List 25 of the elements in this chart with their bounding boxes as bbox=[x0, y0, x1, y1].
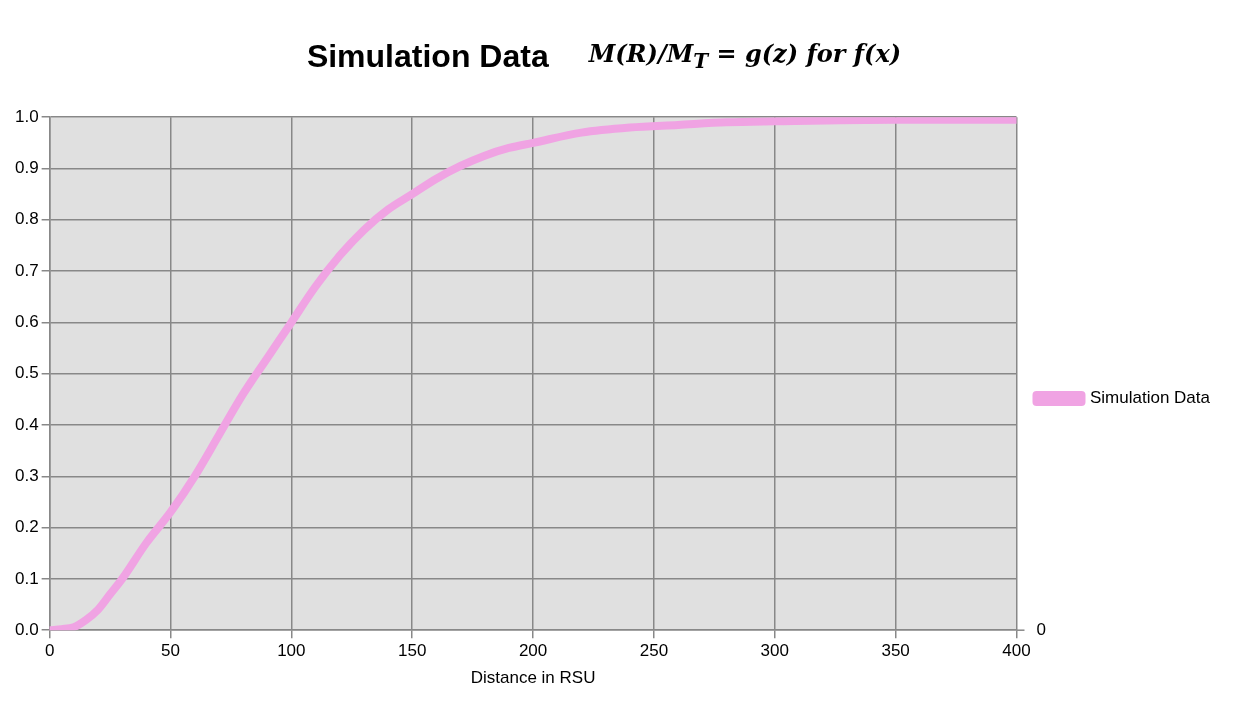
x-axis-title: Distance in RSU bbox=[470, 668, 596, 688]
y-tick-label: 0.3 bbox=[14, 465, 39, 485]
y-tick-label: 0.6 bbox=[14, 312, 39, 332]
y-tick-label: 0.0 bbox=[14, 619, 39, 639]
legend-label: Simulation Data bbox=[1090, 388, 1211, 408]
x-tick-label: 300 bbox=[760, 641, 789, 661]
y-tick-label: 0.5 bbox=[14, 363, 39, 383]
y-tick-label: 0.8 bbox=[14, 209, 39, 229]
x-tick-label: 350 bbox=[881, 641, 910, 661]
y-tick-label: 0.9 bbox=[14, 158, 39, 178]
y-tick-label: 0.1 bbox=[14, 568, 39, 588]
chart-subtitle: M(R)/M$_{T}$ = g(z) for f(x) bbox=[588, 39, 902, 73]
x-tick-label: 400 bbox=[1002, 641, 1031, 661]
x-tick-label: 150 bbox=[398, 641, 427, 661]
y-tick-label: 1.0 bbox=[14, 106, 39, 126]
y-tick-label: 0.2 bbox=[14, 517, 39, 537]
x-tick-label: 200 bbox=[518, 641, 548, 661]
x-tick-label: 100 bbox=[277, 641, 306, 661]
chart-title: Simulation Data bbox=[306, 37, 549, 75]
y-tick-label: 0.4 bbox=[14, 414, 39, 434]
x-tick-label: 0 bbox=[44, 641, 55, 661]
x-tick-label: 50 bbox=[161, 641, 180, 661]
x-tick-label: 250 bbox=[639, 641, 669, 661]
text: 0 bbox=[1036, 619, 1046, 639]
y-tick-label: 0.7 bbox=[14, 260, 39, 280]
